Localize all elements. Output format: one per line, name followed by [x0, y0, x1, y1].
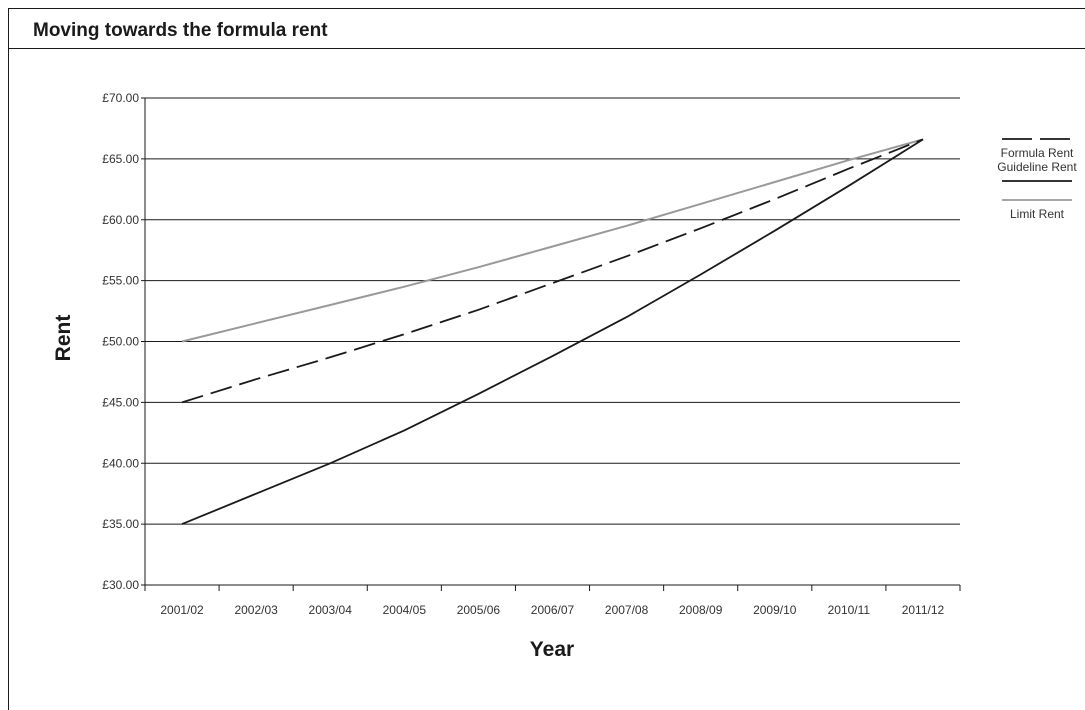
x-tick-label-6: 2007/08: [605, 603, 649, 617]
y-tick-label-7: £65.00: [102, 152, 139, 166]
x-tick-label-9: 2010/11: [828, 603, 871, 617]
legend-label-2: Limit Rent: [1010, 207, 1065, 221]
chart-frame: Moving towards the formula rent: [8, 8, 1085, 710]
y-tick-label-6: £60.00: [102, 213, 139, 227]
grid-lines: [145, 97, 960, 525]
series-line-2: [181, 138, 924, 343]
x-tick-label-10: 2011/12: [902, 603, 945, 617]
y-tick-label-3: £45.00: [102, 395, 139, 409]
x-tick-label-1: 2002/03: [234, 603, 278, 617]
legend-label-0: Formula Rent: [1001, 146, 1074, 160]
y-tick-label-4: £50.00: [102, 335, 139, 349]
series-line-1: [181, 138, 924, 525]
y-tick-label-5: £55.00: [102, 274, 139, 288]
y-tick-label-0: £30.00: [102, 578, 139, 592]
series-line-0: [181, 138, 924, 404]
x-tick-label-2: 2003/04: [309, 603, 353, 617]
y-tick-label-8: £70.00: [102, 91, 139, 105]
series-lines: [181, 138, 924, 525]
y-tick-label-2: £40.00: [102, 456, 139, 470]
y-tick-label-1: £35.00: [102, 517, 139, 531]
x-tick-label-5: 2006/07: [531, 603, 575, 617]
x-tick-label-3: 2004/05: [383, 603, 427, 617]
x-axis-label: Year: [530, 638, 574, 661]
x-axis-ticks: 2001/02 2002/03 2003/04 2004/05 2005/06 2006/…: [144, 585, 961, 617]
x-tick-label-4: 2005/06: [457, 603, 501, 617]
y-axis-ticks: £30.00 £35.00 £40.00 £45.00 £50.00 £55.00 £60.…: [102, 91, 145, 592]
x-tick-label-0: 2001/02: [160, 603, 204, 617]
x-tick-label-7: 2008/09: [679, 603, 723, 617]
legend-label-1: Guideline Rent: [997, 160, 1077, 174]
y-axis-label: Rent: [52, 315, 75, 362]
x-tick-label-8: 2009/10: [753, 603, 797, 617]
chart-title: Moving towards the formula rent: [33, 20, 328, 41]
title-bar: Moving towards the formula rent: [9, 9, 1085, 49]
